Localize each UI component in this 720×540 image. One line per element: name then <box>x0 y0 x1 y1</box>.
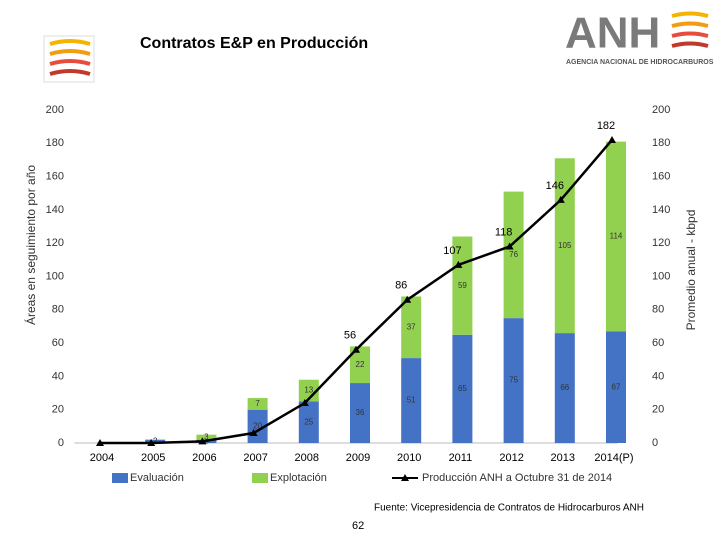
y-tick-label: 200 <box>46 104 64 116</box>
legend-label: Evaluación <box>130 472 184 484</box>
bar-segment <box>606 331 626 443</box>
bar-value-label: 22 <box>356 360 365 369</box>
bar-value-label: 75 <box>509 376 518 385</box>
bar-value-label: 20 <box>253 421 262 430</box>
bar-segment <box>503 318 524 443</box>
bar-segment <box>401 358 422 443</box>
legend-swatch <box>252 473 268 483</box>
bar-segment <box>298 401 319 443</box>
bar-segment <box>554 333 575 443</box>
y2-tick-label: 80 <box>652 304 664 316</box>
legend-swatch <box>112 473 128 483</box>
y-tick-label: 60 <box>52 337 64 349</box>
bar-value-label: 3 <box>204 432 209 441</box>
bar-value-label: 51 <box>407 396 416 405</box>
line-marker <box>198 437 207 445</box>
bar-segment <box>350 346 370 384</box>
chart-title: Contratos E&P en Producción <box>140 35 368 52</box>
line-value-label: 56 <box>344 330 356 342</box>
bar-value-label: 67 <box>612 382 621 391</box>
bar-value-label: 76 <box>509 250 518 259</box>
logo-icon-right <box>671 11 709 48</box>
x-tick-label: 2012 <box>499 452 523 464</box>
y2-tick-label: 0 <box>652 437 658 449</box>
x-tick-label: 2006 <box>192 452 216 464</box>
legend-marker <box>401 474 409 481</box>
y-tick-label: 20 <box>52 404 64 416</box>
line-value-label: 182 <box>597 120 615 132</box>
line-marker <box>96 439 104 446</box>
line-marker <box>556 195 565 203</box>
bar-value-label: 7 <box>255 399 260 408</box>
bar-value-label: 65 <box>458 384 467 393</box>
logo-text: ANH <box>565 9 660 58</box>
bar-value-label: 114 <box>610 232 623 241</box>
source-note: Fuente: Vicepresidencia de Contratos de … <box>374 503 644 514</box>
logo-icon-left <box>43 35 95 83</box>
y2-tick-label: 120 <box>652 237 670 249</box>
y-axis-title: Áreas en seguimiento por año <box>23 165 38 325</box>
bar-value-label: 2 <box>153 436 158 445</box>
y2-tick-label: 60 <box>652 337 664 349</box>
y-tick-label: 160 <box>46 171 64 183</box>
bar-value-label: 36 <box>356 408 365 417</box>
page-number: 62 <box>352 520 364 532</box>
line-marker <box>608 135 616 143</box>
legend-label: Explotación <box>270 472 327 484</box>
line-marker <box>454 260 463 268</box>
line-marker <box>352 345 360 353</box>
legend-label: Producción ANH a Octubre 31 de 2014 <box>422 472 612 484</box>
y2-tick-label: 20 <box>652 404 664 416</box>
x-tick-label: 2008 <box>295 452 319 464</box>
x-tick-label: 2009 <box>346 452 370 464</box>
x-tick-label: 2005 <box>141 452 165 464</box>
x-tick-label: 2010 <box>397 452 421 464</box>
y2-axis-title: Promedio anual - kbpd <box>684 210 698 331</box>
bar-value-label: 25 <box>304 417 313 426</box>
x-tick-label: 2014(P) <box>594 452 633 464</box>
bar-value-label: 66 <box>560 383 569 392</box>
logo-subtext: AGENCIA NACIONAL DE HIDROCARBUROS <box>566 59 714 66</box>
y2-tick-label: 40 <box>652 370 664 382</box>
line-marker <box>300 399 309 407</box>
y-tick-label: 120 <box>46 237 64 249</box>
x-tick-label: 2011 <box>449 452 473 464</box>
bar-segment <box>606 141 626 332</box>
bar-segment <box>350 383 370 443</box>
bar-segment <box>247 398 268 410</box>
y-tick-label: 180 <box>46 137 64 149</box>
y-tick-label: 140 <box>46 204 64 216</box>
x-tick-label: 2007 <box>243 452 267 464</box>
y2-tick-label: 100 <box>652 270 670 282</box>
line-marker <box>505 242 514 250</box>
line-value-label: 107 <box>443 245 461 257</box>
bar-segment <box>401 296 422 359</box>
line-value-label: 146 <box>546 180 564 192</box>
bar-value-label: 37 <box>407 322 416 331</box>
y2-tick-label: 140 <box>652 204 670 216</box>
y-tick-label: 40 <box>52 370 64 382</box>
y2-tick-label: 200 <box>652 104 670 116</box>
y-tick-label: 0 <box>58 437 64 449</box>
x-tick-label: 2004 <box>90 452 114 464</box>
bar-value-label: 59 <box>458 281 467 290</box>
line-value-label: 118 <box>495 226 513 238</box>
line-marker <box>147 439 156 446</box>
bar-segment <box>452 334 473 443</box>
bar-value-label: 13 <box>304 386 313 395</box>
line-marker <box>249 429 258 437</box>
y-tick-label: 80 <box>52 304 64 316</box>
bar-segment <box>503 191 524 319</box>
bar-segment <box>196 434 217 440</box>
y2-tick-label: 180 <box>652 137 670 149</box>
line-value-label: 86 <box>395 280 407 292</box>
bar-segment <box>145 439 166 443</box>
line-marker <box>403 295 412 303</box>
y2-tick-label: 160 <box>652 171 670 183</box>
y-tick-label: 100 <box>46 270 64 282</box>
bar-segment <box>298 379 319 402</box>
x-tick-label: 2013 <box>551 452 575 464</box>
bar-value-label: 105 <box>558 241 572 250</box>
